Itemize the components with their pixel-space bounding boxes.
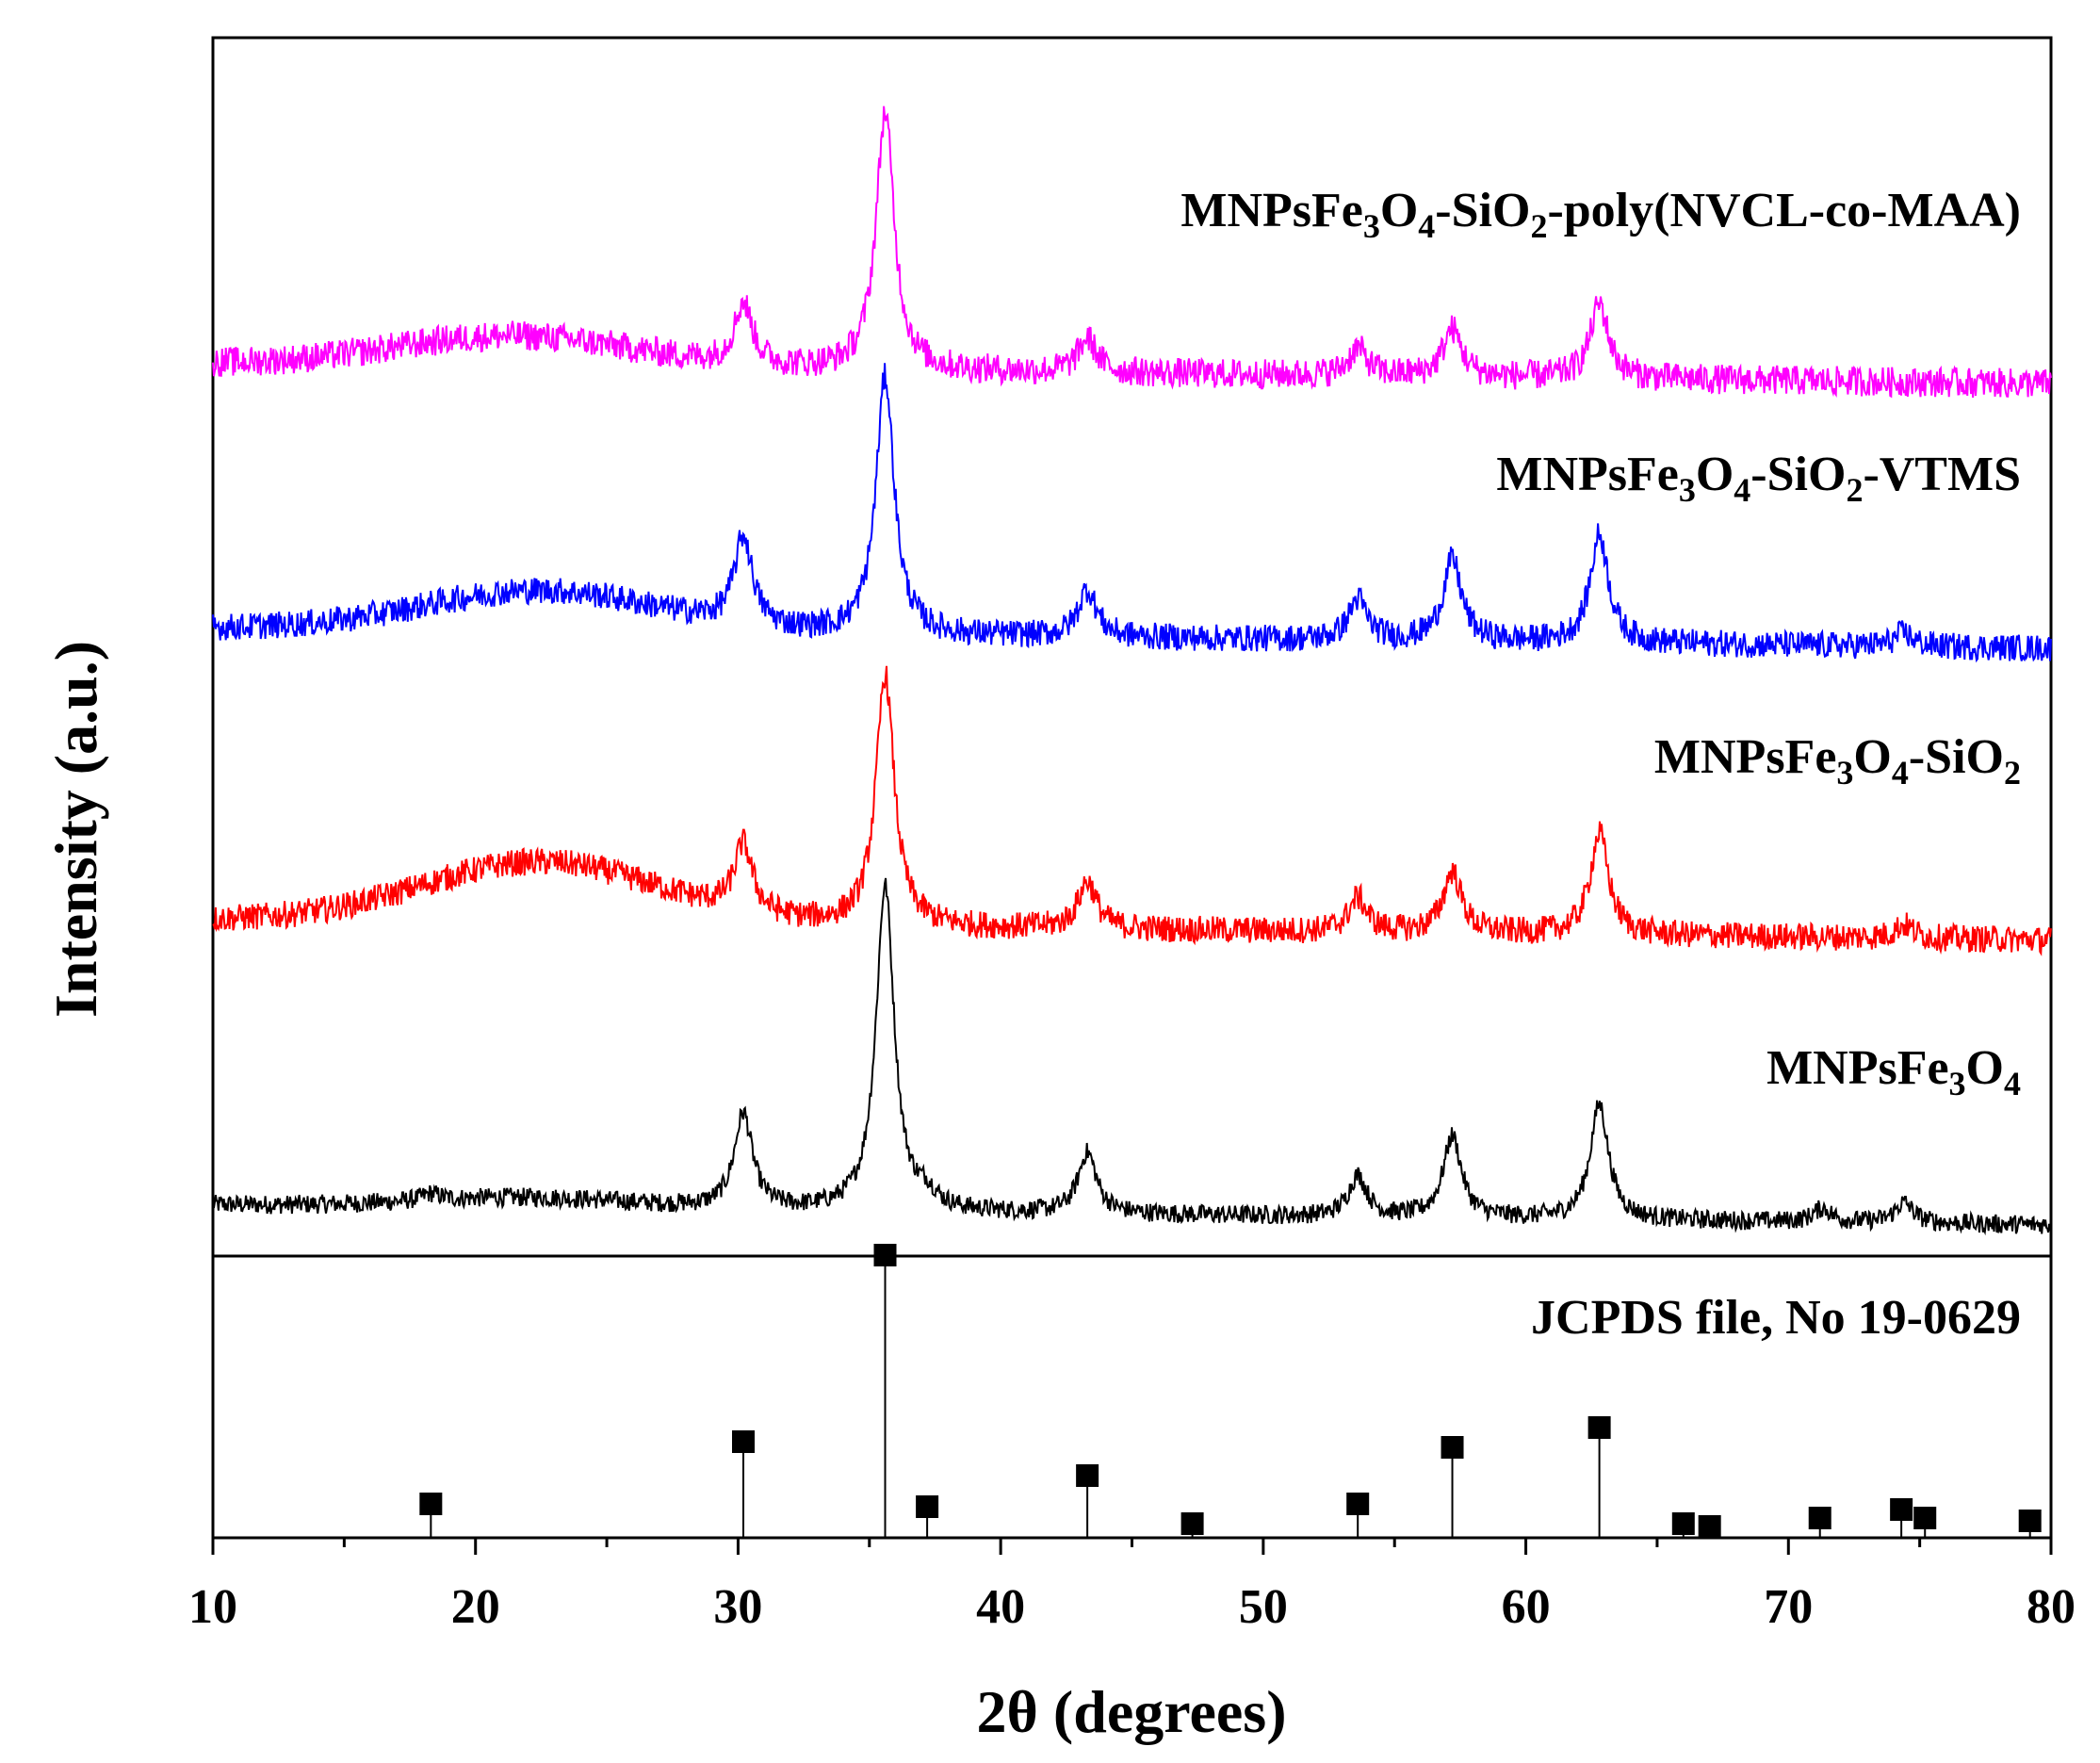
reference-marker bbox=[1346, 1493, 1370, 1515]
x-tick-label: 40 bbox=[976, 1580, 1025, 1634]
x-tick-label: 60 bbox=[1502, 1580, 1551, 1634]
x-tick-label: 50 bbox=[1239, 1580, 1288, 1634]
reference-layer bbox=[419, 1244, 2042, 1538]
x-tick-label: 30 bbox=[713, 1580, 762, 1634]
series-line-1 bbox=[212, 665, 2052, 956]
series-label-0: MNPsFe3O4 bbox=[1766, 1041, 2021, 1102]
reference-marker bbox=[1587, 1416, 1611, 1439]
reference-marker bbox=[732, 1430, 756, 1453]
reference-marker bbox=[1671, 1512, 1695, 1535]
reference-marker bbox=[1808, 1507, 1831, 1529]
reference-marker bbox=[419, 1493, 443, 1515]
series-label-1: MNPsFe3O4-SiO2 bbox=[1654, 730, 2021, 792]
x-tick-label: 70 bbox=[1764, 1580, 1813, 1634]
x-axis: 10 20 30 40 50 60 70 80 bbox=[188, 1538, 2076, 1634]
reference-label: JCPDS file, No 19-0629 bbox=[1531, 1291, 2021, 1345]
series-labels: MNPsFe3O4 MNPsFe3O4-SiO2 MNPsFe3O4-SiO2-VT… bbox=[1180, 184, 2021, 1102]
reference-marker bbox=[873, 1244, 897, 1266]
reference-marker bbox=[1180, 1512, 1204, 1535]
x-tick-label: 20 bbox=[451, 1580, 500, 1634]
reference-marker bbox=[1913, 1507, 1937, 1529]
reference-marker bbox=[1890, 1498, 1913, 1521]
series-line-3 bbox=[212, 106, 2052, 399]
x-tick-label: 10 bbox=[188, 1580, 237, 1634]
y-axis-title: Intensity (a.u.) bbox=[42, 641, 109, 1018]
reference-marker bbox=[1698, 1515, 1721, 1538]
x-axis-title: 2θ (degrees) bbox=[977, 1678, 1287, 1745]
series-label-2: MNPsFe3O4-SiO2-VTMS bbox=[1496, 448, 2021, 509]
series-label-3: MNPsFe3O4-SiO2-poly(NVCL-co-MAA) bbox=[1180, 184, 2021, 245]
series-line-2 bbox=[212, 363, 2052, 663]
series-line-0 bbox=[212, 877, 2052, 1236]
reference-marker bbox=[2018, 1510, 2042, 1532]
series-layer bbox=[212, 106, 2052, 1236]
reference-marker bbox=[916, 1495, 939, 1518]
reference-marker bbox=[1076, 1464, 1099, 1487]
x-tick-label: 80 bbox=[2027, 1580, 2076, 1634]
reference-marker bbox=[1441, 1436, 1464, 1459]
